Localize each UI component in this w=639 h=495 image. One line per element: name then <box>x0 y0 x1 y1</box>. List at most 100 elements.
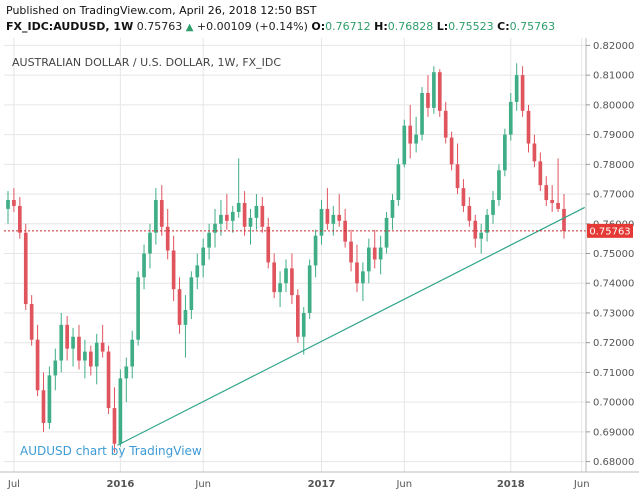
candle-body <box>414 134 418 144</box>
candle-body <box>94 342 99 367</box>
candle <box>142 244 146 290</box>
candle-body <box>112 408 117 444</box>
trendline[interactable] <box>117 206 585 446</box>
price-tick-label: 0.79000 <box>593 130 634 141</box>
candle-body <box>491 200 495 215</box>
candle-body <box>461 188 466 206</box>
candle <box>325 188 330 230</box>
candle-body <box>130 339 135 367</box>
candle <box>508 92 513 141</box>
candle-body <box>177 289 182 325</box>
candle <box>201 238 206 278</box>
candle <box>550 185 555 212</box>
candle <box>514 63 519 111</box>
candle <box>449 131 454 171</box>
candle-body <box>230 211 235 221</box>
symbol-name[interactable]: FX_IDC:AUDUSD, 1W <box>6 20 134 33</box>
candle <box>248 208 253 245</box>
candle-body <box>366 247 371 272</box>
candle <box>53 348 58 391</box>
candle <box>337 194 342 227</box>
candle-body <box>520 75 525 111</box>
candle-body <box>248 217 253 227</box>
candle <box>301 307 306 355</box>
time-axis[interactable]: Jul 2016 Jun 2017 Jun 2018 Jun <box>7 479 590 490</box>
candle-body <box>449 137 454 165</box>
candle <box>455 143 460 195</box>
candle-body <box>355 262 359 284</box>
candle-body <box>17 205 22 233</box>
candle <box>195 253 200 290</box>
candle-body <box>307 265 312 313</box>
candle <box>207 223 211 260</box>
price-tick-label: 0.78000 <box>593 160 634 171</box>
candle <box>426 75 430 117</box>
candle <box>77 324 81 370</box>
time-tick-label: Jun <box>395 479 412 490</box>
candle-body <box>77 336 81 361</box>
candle <box>556 158 560 212</box>
candle <box>35 324 40 397</box>
candle-body <box>556 202 560 209</box>
candle <box>71 327 75 367</box>
candle-body <box>83 351 87 361</box>
candle-body <box>384 217 389 248</box>
candle <box>420 87 424 141</box>
low-label: L: <box>436 20 449 33</box>
candle-body <box>254 205 259 218</box>
candle <box>124 357 129 403</box>
candle-body <box>550 200 555 203</box>
candle-body <box>236 202 241 212</box>
candle <box>503 128 507 177</box>
price-axis[interactable]: 0.82000 0.81000 0.80000 0.79000 0.78000 0.770… <box>586 41 634 468</box>
time-tick-label: Jun <box>194 479 211 490</box>
candle-body <box>183 309 188 325</box>
candle-body <box>47 375 52 423</box>
candle-body <box>473 220 478 239</box>
candle-body <box>59 324 64 361</box>
candle-body <box>53 360 58 376</box>
candle-body <box>6 200 10 209</box>
price-tick-label: 0.68000 <box>593 457 634 468</box>
candle <box>295 289 300 343</box>
candle <box>219 200 223 236</box>
candle <box>254 194 259 230</box>
candle-body <box>88 351 93 367</box>
price-tick-label: 0.71000 <box>593 368 634 379</box>
candle-body <box>432 72 436 108</box>
close-value: 0.75763 <box>509 20 556 33</box>
candle-body <box>142 253 146 278</box>
high-value: 0.76828 <box>387 20 434 33</box>
candle-body <box>313 235 318 266</box>
candle-body <box>408 125 413 144</box>
candle-body <box>420 92 424 135</box>
last-price: 0.75763 <box>136 20 183 33</box>
candle <box>225 194 229 230</box>
candle-body <box>207 232 211 248</box>
candle-body <box>349 241 353 263</box>
candle-body <box>118 378 123 444</box>
candle <box>189 271 194 319</box>
close-label: C: <box>497 20 510 33</box>
last-price-badge-bg <box>587 223 633 238</box>
candle <box>136 271 140 346</box>
candle <box>83 339 87 379</box>
candle-body <box>272 262 277 293</box>
symbol-info-bar: FX_IDC:AUDUSD, 1W 0.75763 ▲ +0.00109 (+0… <box>6 20 555 33</box>
candle-body <box>455 164 460 189</box>
candle <box>473 214 478 248</box>
price-tick-label: 0.70000 <box>593 398 634 409</box>
candle <box>343 208 347 248</box>
price-tick-label: 0.82000 <box>593 41 634 52</box>
candle-body <box>242 202 247 227</box>
candle <box>520 66 525 117</box>
candle-body <box>41 390 46 423</box>
tradingview-branding[interactable]: AUDUSD chart by TradingView <box>20 444 202 458</box>
candle <box>130 330 135 379</box>
candle-body <box>301 312 306 337</box>
candle-body <box>390 200 395 218</box>
last-price-badge-label: 0.75763 <box>589 226 630 237</box>
candle <box>183 295 188 358</box>
